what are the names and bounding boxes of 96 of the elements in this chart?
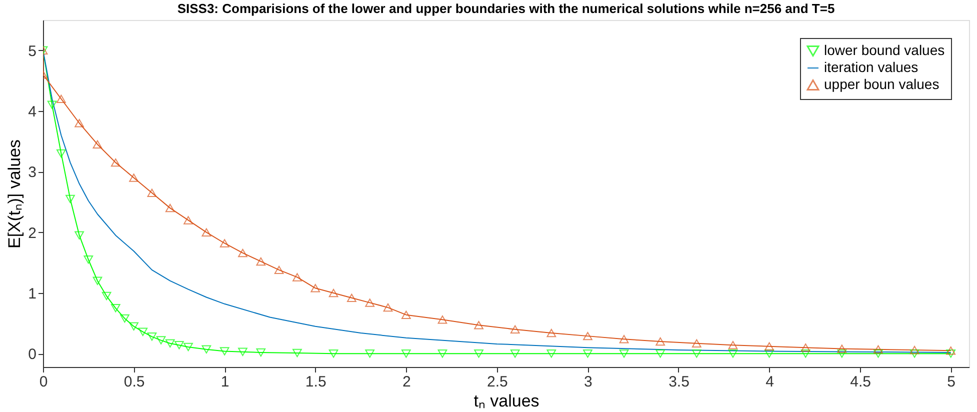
point — [510, 350, 520, 358]
point — [510, 325, 520, 334]
point — [47, 100, 57, 110]
point — [474, 321, 484, 330]
point — [129, 322, 138, 330]
x-tick-label: 1.5 — [305, 374, 326, 390]
point — [910, 346, 920, 354]
point — [147, 188, 157, 198]
point — [138, 328, 148, 336]
point — [74, 231, 84, 240]
legend-label: upper boun values — [824, 76, 940, 92]
point — [800, 343, 810, 352]
point — [292, 348, 302, 358]
point — [546, 328, 556, 338]
point — [56, 94, 66, 103]
y-tick-label: 3 — [28, 164, 36, 182]
point — [619, 334, 629, 344]
point — [583, 332, 592, 340]
point — [692, 350, 702, 358]
point — [837, 344, 847, 353]
point — [220, 347, 230, 356]
point — [202, 345, 212, 354]
point — [619, 350, 629, 358]
point — [110, 304, 120, 312]
point — [165, 339, 175, 348]
point — [474, 350, 484, 358]
point — [438, 316, 448, 324]
point — [238, 348, 248, 356]
point — [310, 284, 320, 292]
legend-label: iteration values — [824, 59, 918, 75]
point — [110, 158, 120, 167]
point — [274, 266, 284, 274]
point — [328, 350, 338, 358]
point — [728, 350, 738, 358]
point — [583, 350, 592, 358]
y-tick-label: 1 — [28, 285, 36, 302]
x-tick-label: 5 — [947, 374, 956, 390]
point — [728, 341, 738, 350]
point — [346, 294, 356, 302]
point — [438, 350, 448, 358]
x-tick-label: 3 — [584, 374, 592, 390]
point — [874, 350, 883, 358]
point — [764, 342, 774, 350]
x-tick-label: 4 — [766, 374, 774, 390]
point — [546, 350, 556, 358]
x-axis-title: tₙ values — [474, 392, 540, 410]
point — [129, 174, 138, 182]
x-tick-label: 2 — [402, 374, 411, 390]
point — [74, 119, 84, 128]
x-tick-label: 4.5 — [850, 374, 871, 390]
point — [256, 348, 266, 357]
point — [92, 140, 102, 148]
point — [165, 204, 175, 212]
y-tick-label: 2 — [28, 224, 36, 242]
point — [220, 239, 230, 248]
point — [692, 339, 702, 348]
point — [383, 303, 393, 312]
y-tick-label: 0 — [28, 346, 36, 364]
point — [202, 228, 212, 236]
point — [910, 350, 920, 358]
point — [66, 194, 75, 204]
point — [120, 314, 130, 323]
point — [92, 276, 102, 285]
point — [328, 288, 338, 298]
point — [174, 341, 184, 350]
point — [147, 332, 157, 341]
point — [656, 350, 666, 358]
y-axis-title: E[X(tₙ)] values — [5, 139, 24, 249]
legend-label: lower bound values — [824, 42, 945, 58]
x-tick-label: 0 — [39, 374, 48, 390]
point — [102, 292, 112, 300]
point — [256, 257, 266, 266]
point — [238, 248, 248, 258]
y-tick-label: 5 — [28, 42, 36, 60]
point — [156, 336, 166, 344]
point — [946, 346, 956, 355]
point — [365, 350, 375, 358]
point — [800, 350, 810, 358]
point — [874, 345, 883, 354]
chart-title: SISS3: Comparisions of the lower and upper boundaries with the numerical solutions while n=256 and T=5 — [177, 1, 835, 16]
point — [837, 350, 847, 358]
point — [656, 337, 666, 346]
point — [84, 256, 94, 264]
point — [56, 149, 66, 158]
x-tick-label: 0.5 — [124, 374, 145, 390]
point — [184, 216, 193, 224]
x-tick-label: 1 — [220, 374, 230, 390]
point — [184, 342, 193, 352]
y-tick-label: 4 — [28, 103, 36, 120]
x-tick-label: 2.5 — [486, 374, 508, 390]
point — [401, 350, 411, 358]
x-tick-label: 3.5 — [668, 374, 690, 390]
point — [401, 310, 411, 319]
point — [365, 298, 375, 307]
point — [292, 273, 302, 282]
point — [946, 350, 956, 358]
